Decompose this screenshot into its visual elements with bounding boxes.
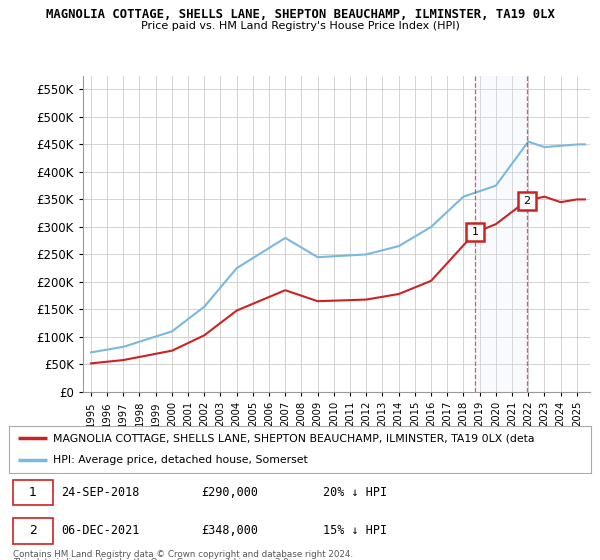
- FancyBboxPatch shape: [13, 480, 53, 505]
- Text: This data is licensed under the Open Government Licence v3.0.: This data is licensed under the Open Gov…: [13, 558, 292, 560]
- Text: £290,000: £290,000: [201, 486, 258, 499]
- FancyBboxPatch shape: [13, 518, 53, 544]
- Text: £348,000: £348,000: [201, 524, 258, 537]
- Text: MAGNOLIA COTTAGE, SHELLS LANE, SHEPTON BEAUCHAMP, ILMINSTER, TA19 0LX (deta: MAGNOLIA COTTAGE, SHELLS LANE, SHEPTON B…: [53, 433, 534, 444]
- Text: 2: 2: [523, 195, 530, 206]
- Text: 1: 1: [472, 227, 479, 237]
- Text: 06-DEC-2021: 06-DEC-2021: [61, 524, 140, 537]
- Bar: [475, 76, 527, 392]
- Text: 24-SEP-2018: 24-SEP-2018: [61, 486, 140, 499]
- Text: 20% ↓ HPI: 20% ↓ HPI: [323, 486, 388, 499]
- Text: 1: 1: [29, 486, 37, 499]
- Text: 2: 2: [29, 524, 37, 537]
- Text: 15% ↓ HPI: 15% ↓ HPI: [323, 524, 388, 537]
- Text: Contains HM Land Registry data © Crown copyright and database right 2024.: Contains HM Land Registry data © Crown c…: [13, 550, 353, 559]
- Text: Price paid vs. HM Land Registry's House Price Index (HPI): Price paid vs. HM Land Registry's House …: [140, 21, 460, 31]
- Text: MAGNOLIA COTTAGE, SHELLS LANE, SHEPTON BEAUCHAMP, ILMINSTER, TA19 0LX: MAGNOLIA COTTAGE, SHELLS LANE, SHEPTON B…: [46, 8, 554, 21]
- Text: HPI: Average price, detached house, Somerset: HPI: Average price, detached house, Some…: [53, 455, 307, 465]
